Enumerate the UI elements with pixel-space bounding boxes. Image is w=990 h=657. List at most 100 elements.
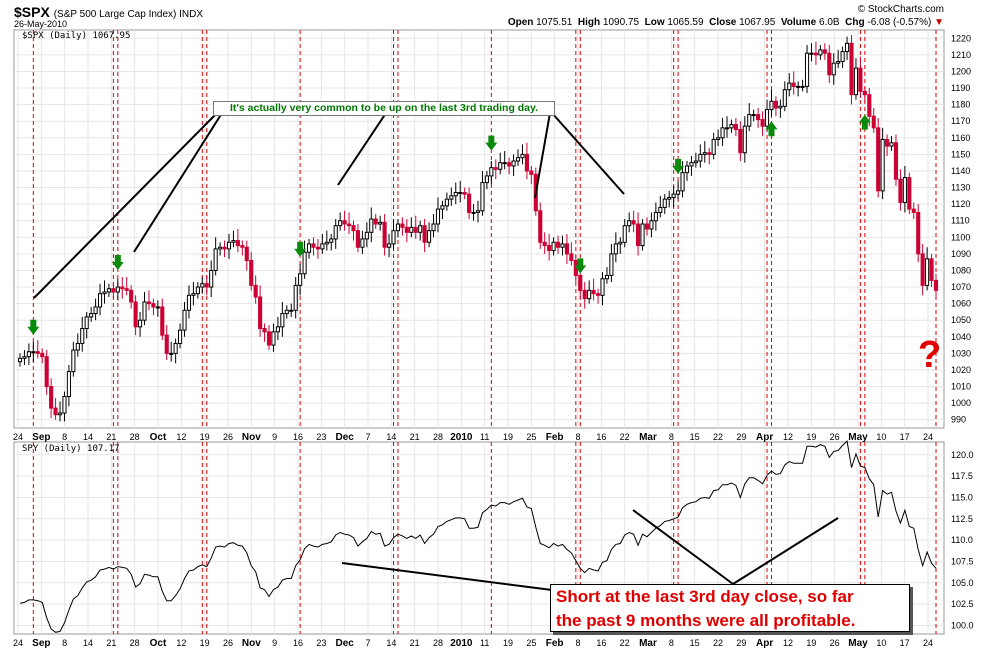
candle-body — [493, 167, 498, 170]
open-value: 1075.51 — [536, 17, 573, 28]
candle-body — [89, 313, 94, 318]
price-tick-label: 1020 — [951, 365, 971, 375]
candle-body — [604, 274, 610, 280]
candle-body — [778, 105, 783, 109]
candle-body — [280, 313, 285, 328]
candle-body — [244, 246, 249, 262]
candle-body — [378, 221, 383, 225]
candle-body — [600, 278, 605, 296]
green-down-arrow-icon — [672, 158, 685, 174]
candle-body — [142, 301, 147, 321]
price-x-tick-label: 8 — [669, 432, 674, 442]
candle-body — [858, 67, 863, 92]
red-callout-line2: the past 9 months were all profitable. — [556, 611, 856, 630]
price-tick-label: 1040 — [951, 332, 971, 342]
green-down-arrow-icon — [27, 319, 40, 335]
spy-x-tick-label: 12 — [783, 638, 793, 648]
candle-body — [920, 253, 925, 286]
price-tick-label: 1150 — [951, 149, 970, 159]
spy-tick-label: 102.5 — [951, 599, 974, 609]
candle-body — [756, 114, 761, 121]
price-x-tick-label: 22 — [620, 432, 630, 442]
candle-body — [475, 210, 481, 213]
price-x-tick-label: 19 — [806, 432, 816, 442]
price-tick-label: 1050 — [951, 315, 971, 325]
candle-body — [84, 316, 89, 329]
candle-body — [40, 352, 45, 358]
price-x-tick-label: Nov — [242, 432, 261, 443]
chart-symbol: $SPX (S&P 500 Large Cap Index) INDX — [14, 4, 204, 20]
spy-x-tick-label: 28 — [130, 638, 140, 648]
price-panel-label: $SPX (Daily) 1067.95 — [22, 31, 131, 41]
candle-body — [315, 246, 320, 250]
candle-body — [578, 274, 583, 291]
candle-body — [627, 220, 632, 227]
candle-body — [346, 223, 352, 227]
candle-body — [226, 241, 232, 250]
price-x-tick-label: Feb — [546, 432, 564, 443]
chart-date: 26-May-2010 — [14, 19, 68, 29]
candle-body — [644, 223, 650, 230]
candle-body — [53, 407, 58, 416]
candle-body — [925, 258, 930, 286]
candle-body — [760, 119, 765, 127]
candle-body — [169, 352, 174, 355]
candle-body — [133, 301, 138, 328]
candle-body — [75, 342, 80, 351]
spy-x-tick-label: 11 — [480, 638, 489, 648]
candle-body — [222, 246, 227, 250]
high-value: 1090.75 — [602, 17, 640, 28]
candle-body — [902, 177, 907, 203]
candle-body — [813, 52, 818, 56]
green-down-arrow-icon — [294, 241, 307, 257]
candle-body — [204, 283, 209, 288]
candle-body — [827, 52, 832, 76]
candle-body — [320, 243, 325, 250]
candle-body — [124, 288, 129, 291]
candle-body — [889, 142, 894, 147]
candle-body — [555, 241, 561, 248]
candle-body — [66, 371, 71, 397]
price-tick-label: 1030 — [951, 348, 971, 358]
candle-body — [17, 357, 23, 363]
candle-body — [729, 124, 734, 129]
candle-body — [129, 289, 134, 303]
candle-body — [591, 289, 596, 295]
candle-body — [306, 243, 312, 253]
candle-body — [444, 198, 449, 207]
candle-body — [524, 153, 529, 172]
candle-body — [93, 306, 98, 315]
candle-body — [773, 100, 778, 109]
candle-body — [102, 291, 107, 295]
candle-body — [636, 223, 641, 247]
candle-body — [57, 412, 63, 416]
candle-body — [511, 160, 516, 167]
candle-body — [471, 211, 476, 214]
source-credit: © StockCharts.com — [857, 4, 944, 15]
price-tick-label: 1220 — [951, 33, 971, 43]
candle-body — [240, 245, 245, 248]
price-tick-label: 1090 — [951, 249, 971, 259]
candle-body — [693, 160, 698, 164]
candle-body — [907, 177, 912, 210]
candle-body — [31, 351, 36, 354]
candle-body — [507, 162, 512, 167]
candle-body — [711, 138, 716, 155]
candle-body — [667, 196, 672, 200]
spy-x-tick-label: 10 — [876, 638, 886, 648]
price-x-tick-label: 8 — [62, 432, 67, 442]
candle-body — [880, 138, 885, 192]
price-x-tick-label: 19 — [503, 432, 513, 442]
spy-x-tick-label: May — [848, 638, 868, 649]
spy-tick-label: 115.0 — [951, 492, 973, 502]
spy-x-tick-label: 14 — [83, 638, 93, 648]
price-x-tick-label: 24 — [923, 432, 933, 442]
candle-body — [542, 241, 547, 247]
candle-body — [764, 109, 770, 127]
candle-body — [707, 152, 712, 155]
candle-body — [751, 114, 756, 117]
spy-x-tick-label: 21 — [410, 638, 420, 648]
volume-label: Volume — [780, 17, 817, 28]
spy-x-tick-label: 8 — [669, 638, 674, 648]
candle-body — [186, 294, 192, 311]
